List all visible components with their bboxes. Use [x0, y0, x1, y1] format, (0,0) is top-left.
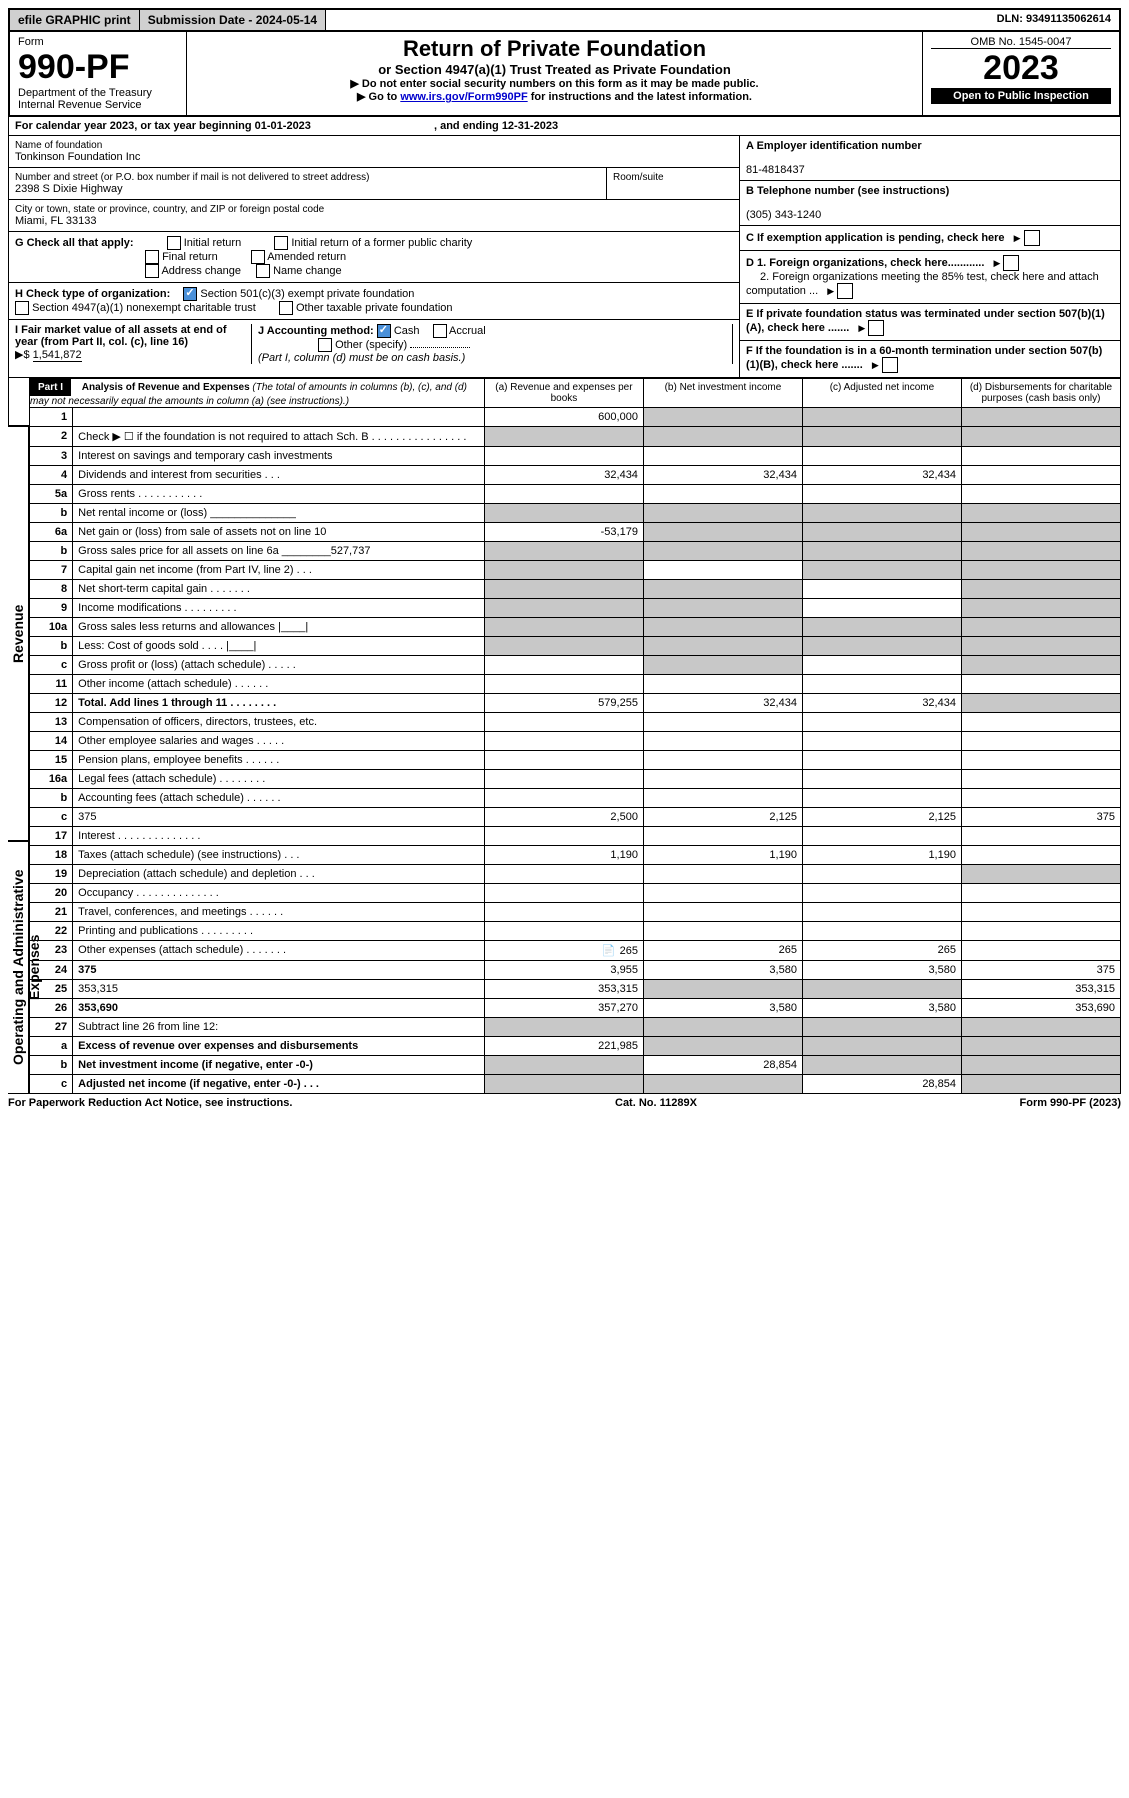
table-row: 10aGross sales less returns and allowanc… — [30, 618, 1121, 637]
checkbox-amended[interactable] — [251, 250, 265, 264]
foundation-name-cell: Name of foundation Tonkinson Foundation … — [9, 136, 739, 168]
section-g: G Check all that apply: Initial return I… — [9, 232, 739, 283]
table-row: 21Travel, conferences, and meetings . . … — [30, 903, 1121, 922]
table-row: cAdjusted net income (if negative, enter… — [30, 1075, 1121, 1094]
checkbox-d1[interactable] — [1003, 255, 1019, 271]
table-row: 7Capital gain net income (from Part IV, … — [30, 561, 1121, 580]
footer: For Paperwork Reduction Act Notice, see … — [8, 1094, 1121, 1112]
table-row: 11Other income (attach schedule) . . . .… — [30, 675, 1121, 694]
table-row: 17Interest . . . . . . . . . . . . . . — [30, 827, 1121, 846]
form-word: Form — [18, 36, 178, 48]
checkbox-f[interactable] — [882, 357, 898, 373]
submission-date: Submission Date - 2024-05-14 — [140, 10, 326, 30]
table-row: bNet rental income or (loss) ___________… — [30, 504, 1121, 523]
table-row: bNet investment income (if negative, ent… — [30, 1056, 1121, 1075]
table-row: 243753,9553,5803,580375 — [30, 961, 1121, 980]
table-row: 12Total. Add lines 1 through 11 . . . . … — [30, 694, 1121, 713]
room-cell: Room/suite — [607, 168, 739, 200]
form-header: Form 990-PF Department of the Treasury I… — [8, 32, 1121, 117]
part1-label: Part I — [30, 379, 71, 396]
checkbox-501c3[interactable] — [183, 287, 197, 301]
table-row: bLess: Cost of goods sold . . . . |____| — [30, 637, 1121, 656]
table-row: 6aNet gain or (loss) from sale of assets… — [30, 523, 1121, 542]
checkbox-other-taxable[interactable] — [279, 301, 293, 315]
table-row: 23Other expenses (attach schedule) . . .… — [30, 941, 1121, 961]
table-row: c3752,5002,1252,125375 — [30, 808, 1121, 827]
table-row: 14Other employee salaries and wages . . … — [30, 732, 1121, 751]
checkbox-final[interactable] — [145, 250, 159, 264]
note1: ▶ Do not enter social security numbers o… — [195, 77, 914, 90]
section-ij: I Fair market value of all assets at end… — [9, 320, 739, 368]
title: Return of Private Foundation — [195, 36, 914, 62]
table-row: 8Net short-term capital gain . . . . . .… — [30, 580, 1121, 599]
table-row: 26353,690357,2703,5803,580353,690 — [30, 999, 1121, 1018]
expenses-label: Operating and Administrative Expenses — [8, 841, 29, 1094]
checkbox-accrual[interactable] — [433, 324, 447, 338]
table-row: cGross profit or (loss) (attach schedule… — [30, 656, 1121, 675]
table-row: 5aGross rents . . . . . . . . . . . — [30, 485, 1121, 504]
attachment-icon[interactable]: 📄 — [602, 945, 616, 957]
note2: ▶ Go to www.irs.gov/Form990PF for instru… — [195, 90, 914, 103]
table-row: bAccounting fees (attach schedule) . . .… — [30, 789, 1121, 808]
subtitle: or Section 4947(a)(1) Trust Treated as P… — [195, 62, 914, 77]
year: 2023 — [931, 49, 1111, 88]
address-cell: Number and street (or P.O. box number if… — [9, 168, 607, 200]
dln: DLN: 93491135062614 — [989, 10, 1119, 30]
irs: Internal Revenue Service — [18, 99, 178, 111]
checkbox-d2[interactable] — [837, 283, 853, 299]
table-row: aExcess of revenue over expenses and dis… — [30, 1037, 1121, 1056]
table-row: 2Check ▶ ☐ if the foundation is not requ… — [30, 427, 1121, 447]
checkbox-cash[interactable] — [377, 324, 391, 338]
table-row: 1600,000 — [30, 408, 1121, 427]
checkbox-initial[interactable] — [167, 236, 181, 250]
form-link[interactable]: www.irs.gov/Form990PF — [400, 91, 527, 103]
table-row: 15Pension plans, employee benefits . . .… — [30, 751, 1121, 770]
checkbox-4947[interactable] — [15, 301, 29, 315]
efile-button[interactable]: efile GRAPHIC print — [10, 10, 140, 30]
table-row: 18Taxes (attach schedule) (see instructi… — [30, 846, 1121, 865]
table-row: 19Depreciation (attach schedule) and dep… — [30, 865, 1121, 884]
checkbox-address[interactable] — [145, 264, 159, 278]
section-f: F If the foundation is in a 60-month ter… — [740, 341, 1120, 377]
section-c: C If exemption application is pending, c… — [740, 226, 1120, 251]
form-number: 990-PF — [18, 48, 178, 87]
revenue-label: Revenue — [8, 426, 29, 841]
table-row: 13Compensation of officers, directors, t… — [30, 713, 1121, 732]
checkbox-c[interactable] — [1024, 230, 1040, 246]
city-cell: City or town, state or province, country… — [9, 200, 739, 232]
omb: OMB No. 1545-0047 — [931, 36, 1111, 49]
table-row: 9Income modifications . . . . . . . . . — [30, 599, 1121, 618]
dept: Department of the Treasury — [18, 87, 178, 99]
checkbox-name[interactable] — [256, 264, 270, 278]
checkbox-initial-former[interactable] — [274, 236, 288, 250]
ein-cell: A Employer identification number 81-4818… — [740, 136, 1120, 181]
checkbox-e[interactable] — [868, 320, 884, 336]
phone-cell: B Telephone number (see instructions) (3… — [740, 181, 1120, 226]
table-row: 16aLegal fees (attach schedule) . . . . … — [30, 770, 1121, 789]
table-row: 3Interest on savings and temporary cash … — [30, 447, 1121, 466]
top-bar: efile GRAPHIC print Submission Date - 20… — [8, 8, 1121, 32]
section-d: D 1. Foreign organizations, check here..… — [740, 251, 1120, 304]
table-row: 27Subtract line 26 from line 12: — [30, 1018, 1121, 1037]
open-public: Open to Public Inspection — [931, 88, 1111, 104]
section-e: E If private foundation status was termi… — [740, 304, 1120, 341]
table-row: 22Printing and publications . . . . . . … — [30, 922, 1121, 941]
calendar-year-row: For calendar year 2023, or tax year begi… — [9, 117, 1120, 136]
table-row: 4Dividends and interest from securities … — [30, 466, 1121, 485]
section-h: H Check type of organization: Section 50… — [9, 283, 739, 320]
checkbox-other-method[interactable] — [318, 338, 332, 352]
table-row: 25353,315353,315353,315 — [30, 980, 1121, 999]
analysis-table: Part I Analysis of Revenue and Expenses … — [29, 378, 1121, 1094]
table-row: 20Occupancy . . . . . . . . . . . . . . — [30, 884, 1121, 903]
table-row: bGross sales price for all assets on lin… — [30, 542, 1121, 561]
